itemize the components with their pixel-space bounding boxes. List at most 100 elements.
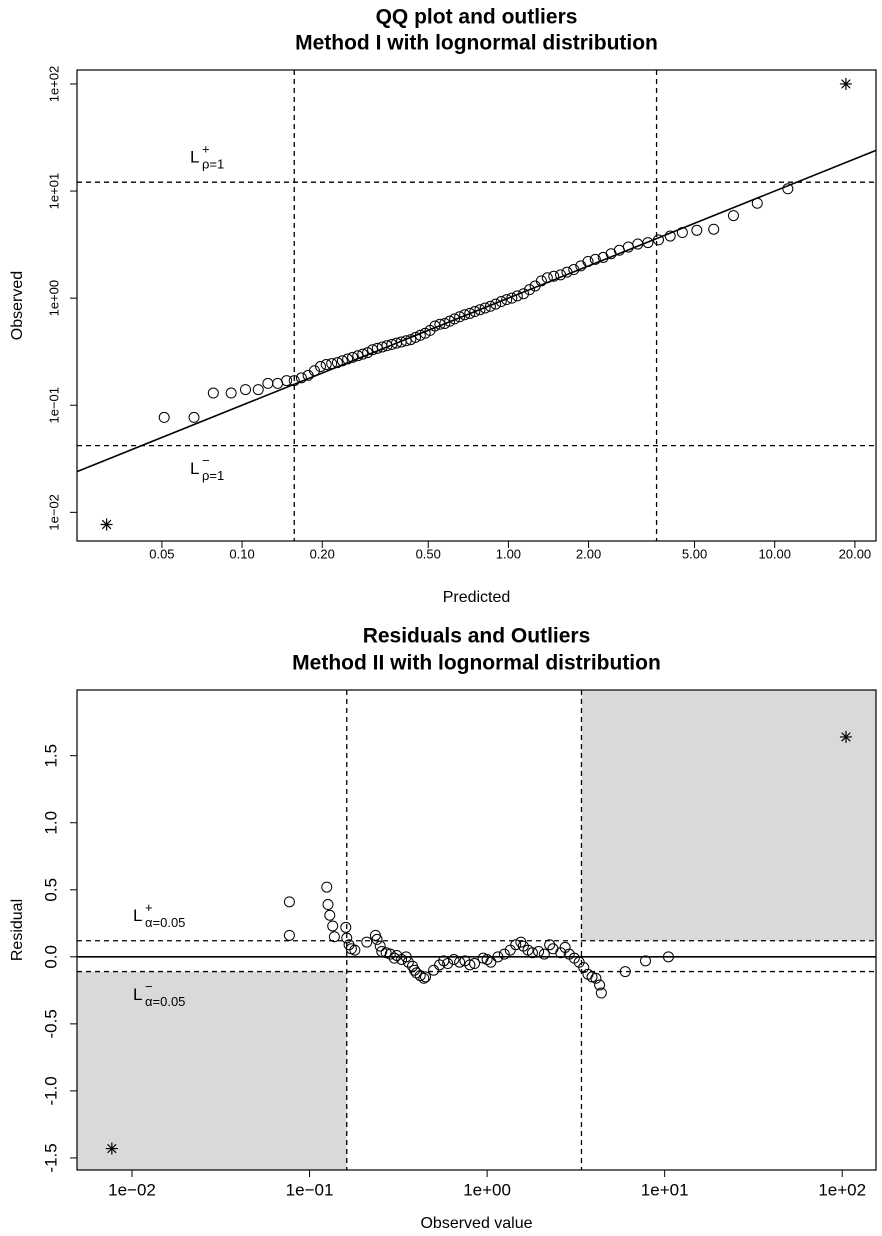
band-label-sub: α=0.05 bbox=[145, 915, 185, 930]
data-point bbox=[439, 317, 451, 329]
x-tick-label: 1e−01 bbox=[286, 1180, 334, 1199]
y-tick-label: -1.5 bbox=[41, 1143, 60, 1172]
data-point bbox=[662, 951, 674, 963]
x-tick-label: 1e+00 bbox=[463, 1180, 511, 1199]
data-point bbox=[428, 964, 440, 976]
data-point bbox=[492, 951, 504, 963]
data-point bbox=[434, 318, 446, 330]
fit-line bbox=[76, 149, 877, 473]
data-point bbox=[418, 972, 430, 984]
x-tick-label: 1.00 bbox=[496, 546, 521, 561]
data-point bbox=[782, 183, 794, 195]
data-point bbox=[371, 933, 383, 945]
data-point bbox=[341, 932, 353, 944]
data-point bbox=[533, 945, 545, 957]
data-point bbox=[538, 948, 550, 960]
band-label-sub: α=0.05 bbox=[145, 994, 185, 1009]
y-tick-label: 1.5 bbox=[41, 744, 60, 768]
data-point bbox=[347, 351, 359, 363]
y-tick-label: 0.5 bbox=[41, 878, 60, 902]
data-point bbox=[188, 411, 200, 423]
x-tick-label: 0.50 bbox=[416, 546, 441, 561]
plot-frame bbox=[76, 689, 877, 1171]
x-axis-label: Observed value bbox=[420, 1215, 532, 1232]
data-point bbox=[691, 224, 703, 236]
data-point bbox=[410, 331, 422, 343]
data-point bbox=[352, 350, 364, 362]
outlier-point bbox=[839, 77, 852, 90]
data-point bbox=[207, 387, 219, 399]
y-tick-label: -1.0 bbox=[41, 1076, 60, 1105]
data-point bbox=[283, 896, 295, 908]
outlier-region bbox=[581, 690, 876, 941]
data-point bbox=[474, 304, 486, 316]
band-label: L bbox=[133, 985, 142, 1004]
data-point bbox=[548, 270, 560, 282]
data-point bbox=[469, 306, 481, 318]
y-axis-label: Residual bbox=[9, 899, 26, 961]
data-point bbox=[454, 956, 466, 968]
data-point bbox=[340, 921, 352, 933]
data-point bbox=[272, 377, 284, 389]
x-axis-label: Predicted bbox=[443, 589, 511, 606]
data-point bbox=[400, 951, 412, 963]
data-point bbox=[559, 941, 571, 953]
data-point bbox=[541, 272, 553, 284]
data-point bbox=[589, 253, 601, 265]
data-point bbox=[727, 210, 739, 222]
x-tick-label: 1e−02 bbox=[108, 1180, 156, 1199]
data-point bbox=[420, 971, 432, 983]
band-label-sub: ρ=1 bbox=[202, 157, 224, 172]
data-point bbox=[410, 967, 422, 979]
data-point bbox=[590, 972, 602, 984]
data-point bbox=[454, 311, 466, 323]
data-point bbox=[388, 952, 400, 964]
x-tick-label: 0.05 bbox=[149, 546, 174, 561]
data-point bbox=[320, 359, 332, 371]
data-point bbox=[511, 290, 523, 302]
band-label-sup: − bbox=[202, 453, 210, 468]
data-point bbox=[342, 353, 354, 365]
data-point bbox=[490, 298, 502, 310]
data-point bbox=[295, 372, 307, 384]
data-point bbox=[328, 931, 340, 943]
y-tick-label: 1e+00 bbox=[46, 280, 61, 317]
chart-subtitle: Method II with lognormal distribution bbox=[292, 652, 661, 675]
data-point bbox=[619, 966, 631, 978]
x-tick-label: 2.00 bbox=[576, 546, 601, 561]
data-point bbox=[501, 294, 513, 306]
data-point bbox=[751, 197, 763, 209]
data-point bbox=[485, 956, 497, 968]
data-point bbox=[349, 944, 361, 956]
data-point bbox=[376, 945, 388, 957]
y-tick-label: 1e+02 bbox=[46, 66, 61, 103]
data-point bbox=[555, 269, 567, 281]
band-label: L bbox=[190, 459, 199, 478]
x-tick-label: 5.00 bbox=[682, 546, 707, 561]
data-point bbox=[526, 947, 538, 959]
data-point bbox=[324, 909, 336, 921]
band-label-sup: − bbox=[145, 979, 153, 994]
chart-subtitle: Method I with lognormal distribution bbox=[295, 32, 658, 55]
outlier-region bbox=[77, 971, 347, 1170]
data-point bbox=[510, 939, 522, 951]
data-point bbox=[523, 284, 535, 296]
x-tick-label: 1e+02 bbox=[818, 1180, 866, 1199]
data-point bbox=[361, 936, 373, 948]
data-point bbox=[434, 959, 446, 971]
x-tick-label: 10.00 bbox=[758, 546, 791, 561]
data-point bbox=[326, 358, 338, 370]
data-point bbox=[479, 302, 491, 314]
data-point bbox=[449, 313, 461, 325]
data-point bbox=[402, 956, 414, 968]
data-point bbox=[535, 275, 547, 287]
outlier-point bbox=[100, 518, 113, 531]
data-point bbox=[544, 939, 556, 951]
data-point bbox=[281, 375, 293, 387]
band-label: L bbox=[190, 148, 199, 167]
data-point bbox=[484, 300, 496, 312]
band-label-sup: + bbox=[145, 900, 153, 915]
chart-title: QQ plot and outliers bbox=[376, 6, 578, 29]
data-point bbox=[518, 288, 530, 300]
y-tick-label: -0.5 bbox=[41, 1009, 60, 1038]
